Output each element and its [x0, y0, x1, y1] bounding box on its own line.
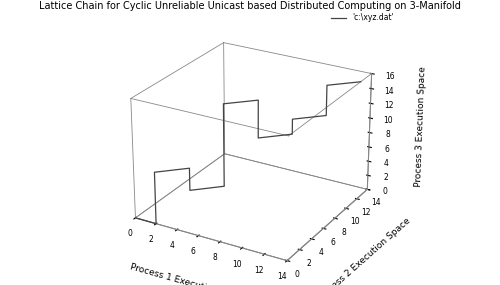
X-axis label: Process 1 Execution Space: Process 1 Execution Space — [128, 262, 248, 285]
Y-axis label: Process 2 Execution Space: Process 2 Execution Space — [316, 216, 412, 285]
Title: Lattice Chain for Cyclic Unreliable Unicast based Distributed Computing on 3-Man: Lattice Chain for Cyclic Unreliable Unic… — [39, 1, 461, 11]
Legend: 'c:\xyz.dat': 'c:\xyz.dat' — [331, 13, 394, 23]
